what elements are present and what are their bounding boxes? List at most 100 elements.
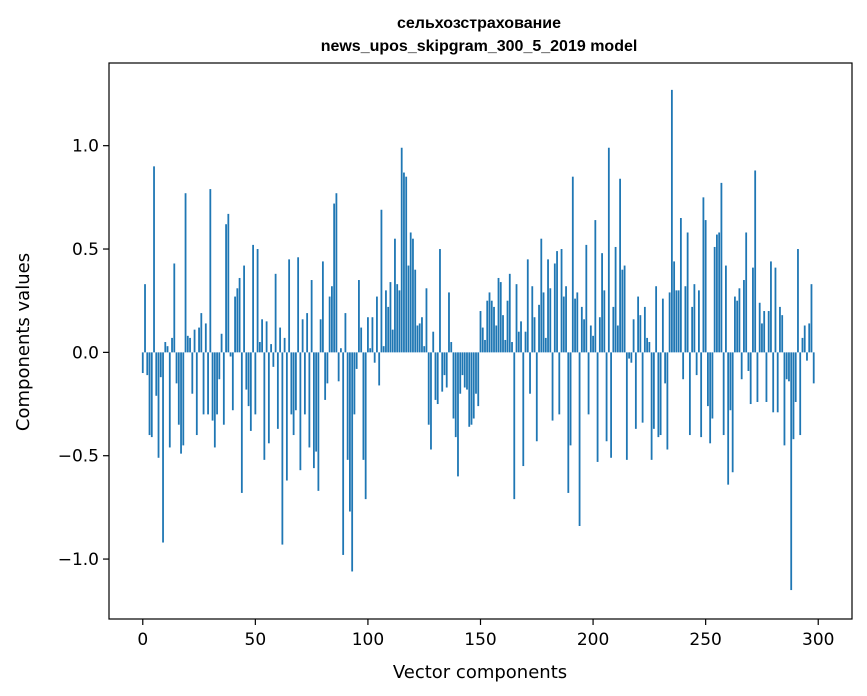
y-axis-label: Components values xyxy=(13,253,34,431)
bar xyxy=(749,352,752,405)
bar xyxy=(691,306,694,353)
bar xyxy=(637,296,640,353)
bar xyxy=(376,296,378,353)
bar xyxy=(779,306,781,353)
bar xyxy=(698,290,700,353)
bar xyxy=(549,288,552,353)
bar xyxy=(535,352,538,442)
bar xyxy=(425,288,428,353)
x-axis: 0 50 100 150 200 250 300 xyxy=(137,619,834,650)
bar xyxy=(468,352,471,427)
bar xyxy=(256,249,259,353)
bar xyxy=(740,352,743,380)
bars-group xyxy=(141,89,815,591)
bar xyxy=(504,339,507,353)
bar xyxy=(767,311,770,353)
bar xyxy=(502,315,504,353)
bar xyxy=(400,147,403,353)
bar xyxy=(173,263,176,353)
bar xyxy=(367,317,369,353)
bar xyxy=(664,352,667,384)
x-tick-label: 250 xyxy=(689,630,721,650)
bar xyxy=(522,352,525,467)
bar xyxy=(297,257,300,353)
bar xyxy=(752,267,754,353)
bar xyxy=(247,352,250,407)
bar xyxy=(378,352,381,386)
x-tick-label: 150 xyxy=(464,630,496,650)
bar xyxy=(770,261,772,353)
bar xyxy=(153,166,155,353)
bar xyxy=(319,319,322,353)
bar xyxy=(695,352,698,376)
bar xyxy=(340,348,342,353)
y-tick-label: −1.0 xyxy=(58,550,99,570)
bar xyxy=(294,352,297,411)
bar xyxy=(704,220,707,353)
bar xyxy=(162,352,164,543)
bar xyxy=(682,352,685,380)
bar xyxy=(326,352,329,384)
bar xyxy=(718,232,721,353)
bar xyxy=(349,352,351,512)
bar xyxy=(578,352,581,526)
bar xyxy=(180,352,182,454)
bar xyxy=(234,296,236,353)
chart-title-line1: сельхозстрахование xyxy=(397,15,561,32)
bar xyxy=(605,352,608,442)
bar xyxy=(776,352,779,413)
bar xyxy=(731,352,734,473)
bar xyxy=(585,244,588,353)
bar xyxy=(558,352,561,415)
bar xyxy=(301,319,304,353)
bar xyxy=(781,315,784,353)
bar xyxy=(758,302,761,353)
bar xyxy=(797,249,799,353)
bar xyxy=(182,352,185,446)
bar xyxy=(146,352,149,376)
bar xyxy=(808,323,811,353)
bar xyxy=(810,284,813,353)
bar xyxy=(619,178,621,353)
bar xyxy=(439,249,441,353)
bar xyxy=(218,352,221,380)
bar xyxy=(360,327,363,353)
bar xyxy=(222,352,225,425)
x-tick-label: 200 xyxy=(577,630,609,650)
bar xyxy=(745,232,748,353)
bar xyxy=(763,311,766,353)
bar xyxy=(621,269,624,353)
bar xyxy=(443,352,446,376)
bar xyxy=(499,282,502,353)
bar xyxy=(389,282,392,353)
bar xyxy=(240,352,243,493)
bar xyxy=(405,176,408,353)
bar xyxy=(380,209,383,353)
bar xyxy=(716,234,718,353)
bar xyxy=(610,352,612,458)
bar xyxy=(517,331,520,353)
bar xyxy=(743,280,745,353)
x-tick-label: 0 xyxy=(137,630,148,650)
bar xyxy=(493,306,495,353)
bar xyxy=(520,321,522,353)
bar xyxy=(292,352,295,436)
bar xyxy=(646,337,649,353)
bar xyxy=(812,352,815,384)
bar xyxy=(511,342,513,353)
y-axis: −1.0 −0.5 0.0 0.5 1.0 xyxy=(58,137,109,570)
bar xyxy=(657,352,660,438)
bar xyxy=(729,352,732,411)
bar xyxy=(495,325,498,353)
bar xyxy=(258,342,261,353)
bar xyxy=(441,352,444,392)
chart-title-line2: news_upos_skipgram_300_5_2019 model xyxy=(321,38,638,55)
bar xyxy=(362,352,365,460)
bar xyxy=(497,277,500,353)
bar xyxy=(263,352,266,460)
bar xyxy=(754,170,757,353)
bar xyxy=(756,352,759,402)
bar xyxy=(479,311,482,353)
bar xyxy=(414,269,417,353)
bar xyxy=(569,352,572,446)
